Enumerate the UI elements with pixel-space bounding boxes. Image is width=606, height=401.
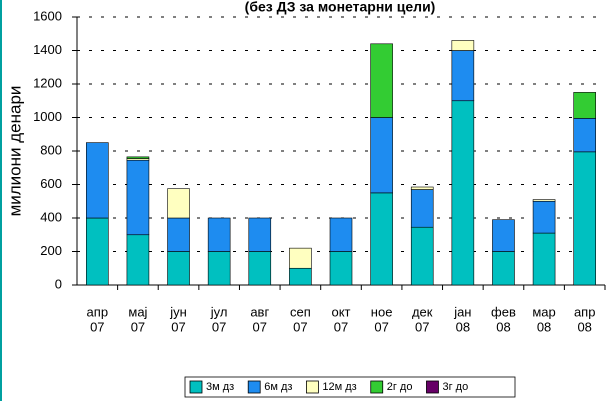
legend-swatch [189, 380, 203, 394]
bar-segment [207, 217, 231, 252]
bar-segment [248, 251, 272, 286]
bar-segment [451, 50, 475, 102]
x-tick-label: јул [210, 304, 228, 319]
y-tick-label: 1600 [33, 8, 62, 23]
x-tick-label: окт [331, 304, 350, 319]
x-tick-label: 08 [496, 319, 510, 334]
bar-segment [167, 217, 190, 252]
bar-segment [248, 217, 272, 252]
y-tick-label: 1400 [33, 42, 62, 57]
bar-segment [370, 192, 393, 286]
legend-label: 2г до [387, 381, 413, 393]
x-tick-label: 07 [293, 319, 307, 334]
x-tick-label: 07 [212, 319, 226, 334]
x-tick-label: 07 [415, 319, 429, 334]
legend-label: 3г до [442, 381, 468, 393]
bar-segment [492, 219, 515, 252]
x-tick-label: мај [128, 304, 147, 319]
y-tick-label: 0 [55, 276, 62, 291]
y-tick-label: 600 [40, 176, 62, 191]
x-tick-label: авг [250, 304, 269, 319]
bar-segment [492, 251, 515, 286]
x-tick-label: 07 [253, 319, 267, 334]
x-tick-label: дек [412, 304, 433, 319]
x-tick-label: апр [574, 304, 596, 319]
y-tick-label: 200 [40, 243, 62, 258]
x-tick-label: фев [491, 304, 516, 319]
legend-label: 6м дз [264, 381, 292, 393]
legend-swatch [306, 380, 319, 394]
bar-segment [451, 40, 475, 51]
x-tick-label: 07 [374, 319, 388, 334]
bar-segment [329, 217, 353, 252]
bar-segment [451, 100, 475, 286]
y-tick-label: 1000 [33, 109, 62, 124]
bar-segment [532, 200, 556, 234]
bar-segment [573, 151, 596, 286]
legend-label: 12м дз [322, 381, 356, 393]
bar-segment [167, 188, 190, 219]
x-tick-label: 07 [334, 319, 348, 334]
bar-segment [126, 156, 150, 159]
legend-label: 3м дз [206, 381, 234, 393]
bar-segment [289, 267, 312, 286]
bar-segment [410, 189, 434, 228]
chart-title: (без ДЗ за монетарни цели) [245, 0, 436, 15]
bar-segment [573, 92, 596, 119]
bar-segment [289, 247, 312, 269]
x-tick-label: ное [371, 304, 393, 319]
bar-segment [126, 234, 150, 286]
y-axis-label: милиони денари [5, 86, 24, 217]
bar-segment [86, 217, 109, 286]
x-tick-label: 07 [171, 319, 185, 334]
bar-segment [410, 186, 434, 190]
x-tick-label: 08 [456, 319, 470, 334]
legend-swatch [426, 380, 439, 394]
x-tick-label: 07 [131, 319, 145, 334]
x-tick-label: 08 [537, 319, 551, 334]
y-tick-label: 800 [40, 142, 62, 157]
bar-segment [410, 226, 434, 286]
bar-segment [329, 251, 353, 286]
legend-swatch [247, 380, 261, 394]
y-tick-label: 1200 [33, 75, 62, 90]
bar-segment [573, 118, 596, 153]
bar-segment [370, 43, 393, 118]
x-tick-label: јан [453, 304, 471, 319]
bar-segment [207, 251, 231, 286]
bar-segment [86, 142, 109, 219]
x-tick-label: мар [532, 304, 555, 319]
bar-segment [370, 117, 393, 194]
x-tick-label: 08 [577, 319, 591, 334]
bar-segment [126, 159, 150, 236]
x-tick-label: апр [87, 304, 109, 319]
bar-segment [532, 232, 556, 286]
x-tick-label: 07 [90, 319, 104, 334]
x-tick-label: сеп [290, 304, 311, 319]
y-tick-label: 400 [40, 209, 62, 224]
bar-segment [532, 199, 556, 202]
x-tick-label: јун [169, 304, 187, 319]
bar-segment [167, 251, 190, 286]
legend-swatch [370, 380, 384, 394]
